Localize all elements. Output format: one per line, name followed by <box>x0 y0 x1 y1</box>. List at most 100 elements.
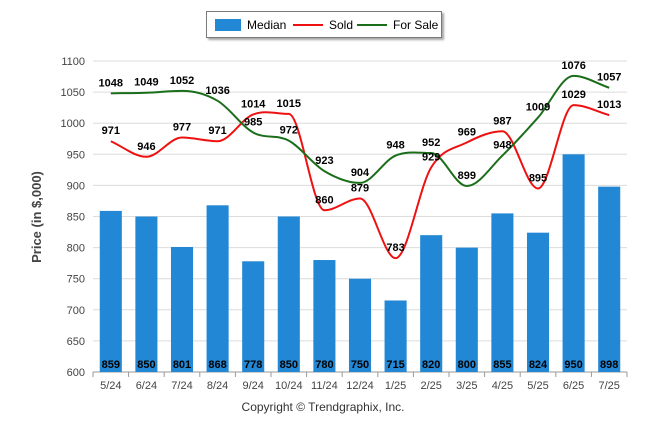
median-bar <box>598 186 621 372</box>
legend-label-median: Median <box>247 17 287 32</box>
legend-item-sold: Sold <box>293 12 353 37</box>
median-value-label: 850 <box>137 359 155 371</box>
median-value-label: 801 <box>173 359 191 371</box>
for-sale-value-label: 1009 <box>526 102 550 114</box>
legend: Median Sold For Sale <box>206 11 442 38</box>
median-value-label: 855 <box>493 359 511 371</box>
x-tick-label: 3/25 <box>456 380 477 392</box>
sold-value-label: 783 <box>386 242 404 254</box>
y-tick-label: 800 <box>67 243 85 255</box>
median-value-label: 715 <box>386 359 404 371</box>
for-sale-value-label: 948 <box>386 140 404 152</box>
legend-swatch-median <box>215 18 241 31</box>
median-bar <box>562 154 585 372</box>
sold-value-label: 987 <box>493 115 511 127</box>
x-tick-label: 5/24 <box>100 380 121 392</box>
x-tick-label: 12/24 <box>346 380 374 392</box>
sold-value-label: 946 <box>137 141 155 153</box>
x-tick-label: 9/24 <box>242 380 263 392</box>
legend-swatch-sold <box>293 23 323 26</box>
y-axis-title: Price (in $,000) <box>29 171 44 263</box>
for-sale-value-label: 952 <box>422 137 440 149</box>
x-tick-label: 10/24 <box>275 380 303 392</box>
legend-item-for-sale: For Sale <box>357 12 438 37</box>
data-labels: 859 850 801 868 778 850 780 750 715 820 800 855 824 9… <box>99 60 622 371</box>
median-bar <box>420 235 443 372</box>
sold-value-label: 879 <box>351 182 369 194</box>
median-bar <box>348 278 372 372</box>
median-value-label: 824 <box>529 359 548 371</box>
y-tick-label: 1000 <box>61 118 85 130</box>
median-bar <box>313 260 336 372</box>
x-tick-label: 6/25 <box>563 380 584 392</box>
x-tick-label: 4/25 <box>492 380 513 392</box>
for-sale-value-label: 948 <box>493 140 511 152</box>
x-tick-label: 7/25 <box>598 380 619 392</box>
median-value-label: 820 <box>422 359 440 371</box>
median-value-label: 898 <box>600 359 618 371</box>
y-tick-label: 600 <box>67 367 85 379</box>
for-sale-line <box>110 74 610 188</box>
for-sale-value-label: 899 <box>458 170 476 182</box>
median-bar <box>135 216 158 372</box>
for-sale-value-label: 1057 <box>597 72 621 84</box>
median-bar <box>242 261 265 372</box>
median-value-label: 800 <box>458 359 476 371</box>
sold-value-label: 971 <box>102 125 120 137</box>
median-bar <box>491 213 514 372</box>
sold-value-label: 1029 <box>561 89 585 101</box>
y-tick-label: 1100 <box>61 56 85 68</box>
y-tick-label: 1050 <box>61 87 85 99</box>
median-value-label: 750 <box>351 359 369 371</box>
sold-value-label: 929 <box>422 151 440 163</box>
for-sale-value-label: 972 <box>280 125 298 137</box>
sold-value-label: 1013 <box>597 99 621 111</box>
x-tick-label: 1/25 <box>385 380 406 392</box>
median-bar <box>206 205 229 372</box>
copyright-footer: Copyright © Trendgraphix, Inc. <box>241 400 405 414</box>
y-tick-label: 750 <box>67 274 85 286</box>
median-value-label: 950 <box>564 359 582 371</box>
x-tick-label: 2/25 <box>420 380 441 392</box>
median-bar <box>170 246 194 372</box>
y-tick-label: 900 <box>67 180 85 192</box>
for-sale-value-label: 904 <box>351 167 370 179</box>
for-sale-value-label: 1052 <box>170 75 194 87</box>
x-tick-label: 7/24 <box>171 380 192 392</box>
series-lines <box>110 74 610 260</box>
for-sale-value-label: 1049 <box>134 77 158 89</box>
x-tick-label: 5/25 <box>527 380 548 392</box>
for-sale-value-label: 923 <box>315 155 333 167</box>
median-value-label: 778 <box>244 359 262 371</box>
sold-value-label: 977 <box>173 122 191 134</box>
median-value-label: 850 <box>280 359 298 371</box>
sold-value-label: 969 <box>458 126 476 138</box>
y-tick-label: 700 <box>67 305 85 317</box>
median-bars <box>99 154 621 372</box>
x-tick-label: 8/24 <box>207 380 228 392</box>
sold-value-label: 971 <box>208 125 226 137</box>
median-value-label: 859 <box>102 359 120 371</box>
median-bar <box>277 216 300 372</box>
legend-label-sold: Sold <box>329 17 354 32</box>
median-value-label: 868 <box>208 359 226 371</box>
median-bar <box>526 232 550 372</box>
median-bar <box>384 300 407 372</box>
sold-value-label: 860 <box>315 194 333 206</box>
y-tick-label: 850 <box>67 212 85 224</box>
legend-item-median: Median <box>215 12 286 37</box>
for-sale-value-label: 985 <box>244 117 262 129</box>
median-bar <box>455 247 478 372</box>
for-sale-value-label: 1048 <box>99 77 123 89</box>
for-sale-value-label: 1076 <box>561 60 585 72</box>
x-tick-label: 6/24 <box>136 380 157 392</box>
median-bar <box>99 210 122 372</box>
sold-value-label: 895 <box>529 173 547 185</box>
x-tick-label: 11/24 <box>311 380 338 392</box>
sold-line <box>110 104 610 260</box>
sold-value-label: 1015 <box>277 98 301 110</box>
y-tick-label: 650 <box>67 336 85 348</box>
median-value-label: 780 <box>315 359 333 371</box>
y-tick-label: 950 <box>67 149 85 161</box>
